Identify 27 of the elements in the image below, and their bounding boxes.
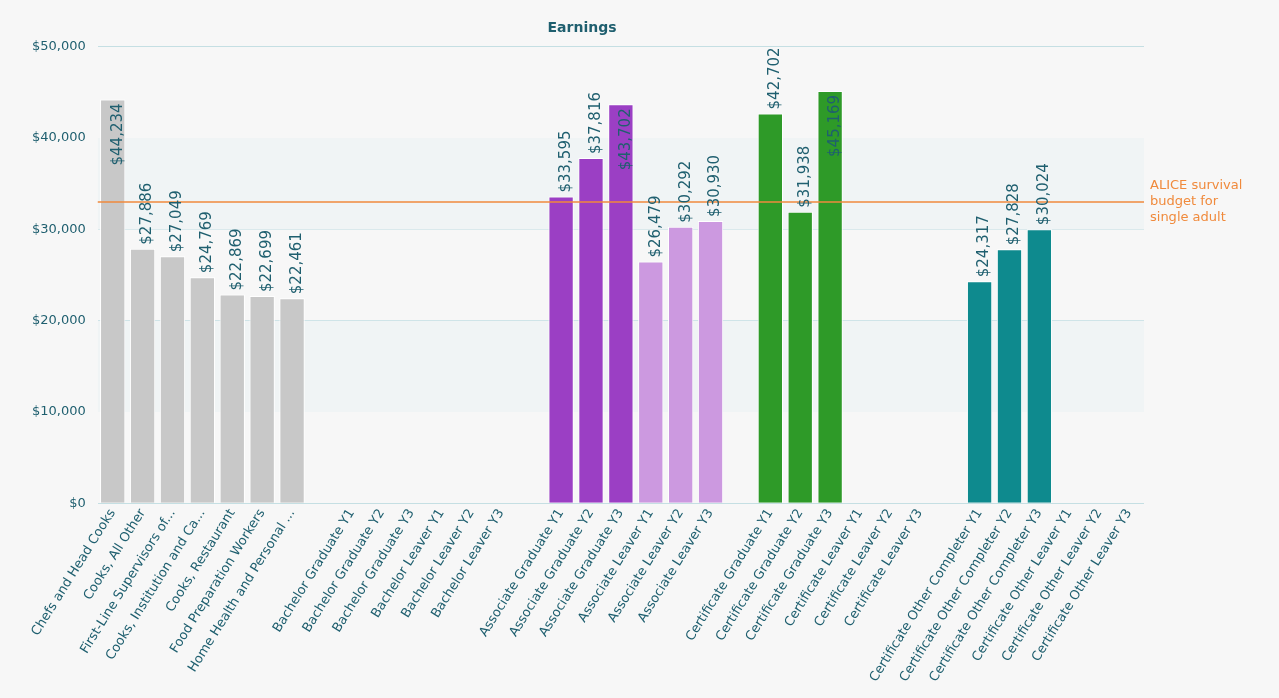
data-label: $31,938 (795, 145, 814, 208)
data-label: $22,869 (227, 228, 246, 291)
ref-line-label: ALICE survival budget for single adult (1150, 177, 1243, 225)
data-label: $30,930 (705, 154, 724, 217)
data-label: $24,769 (197, 211, 216, 274)
data-label: $44,234 (107, 103, 126, 166)
data-label: $22,699 (257, 229, 276, 293)
data-label: $33,595 (555, 130, 574, 193)
data-label: $43,702 (615, 108, 634, 171)
data-label: $42,702 (765, 47, 784, 110)
y-tick-label: $50,000 (31, 38, 86, 54)
data-label: $22,461 (286, 232, 305, 295)
data-label: $24,317 (974, 215, 993, 278)
data-label: $45,169 (825, 94, 844, 157)
data-label: $27,886 (137, 182, 156, 245)
data-label: $27,049 (167, 190, 186, 253)
chart-title: Earnings (547, 19, 617, 36)
data-label: $37,816 (585, 91, 604, 155)
data-label: $30,292 (675, 160, 694, 223)
y-tick-label: $10,000 (31, 403, 86, 419)
data-label: $30,024 (1034, 163, 1053, 226)
data-label: $27,828 (1004, 183, 1023, 246)
y-tick-label: $40,000 (31, 129, 86, 145)
data-label: $26,479 (645, 195, 664, 258)
y-tick-label: $30,000 (31, 220, 86, 236)
y-tick-label: $0 (69, 494, 86, 510)
y-tick-label: $20,000 (31, 312, 86, 328)
